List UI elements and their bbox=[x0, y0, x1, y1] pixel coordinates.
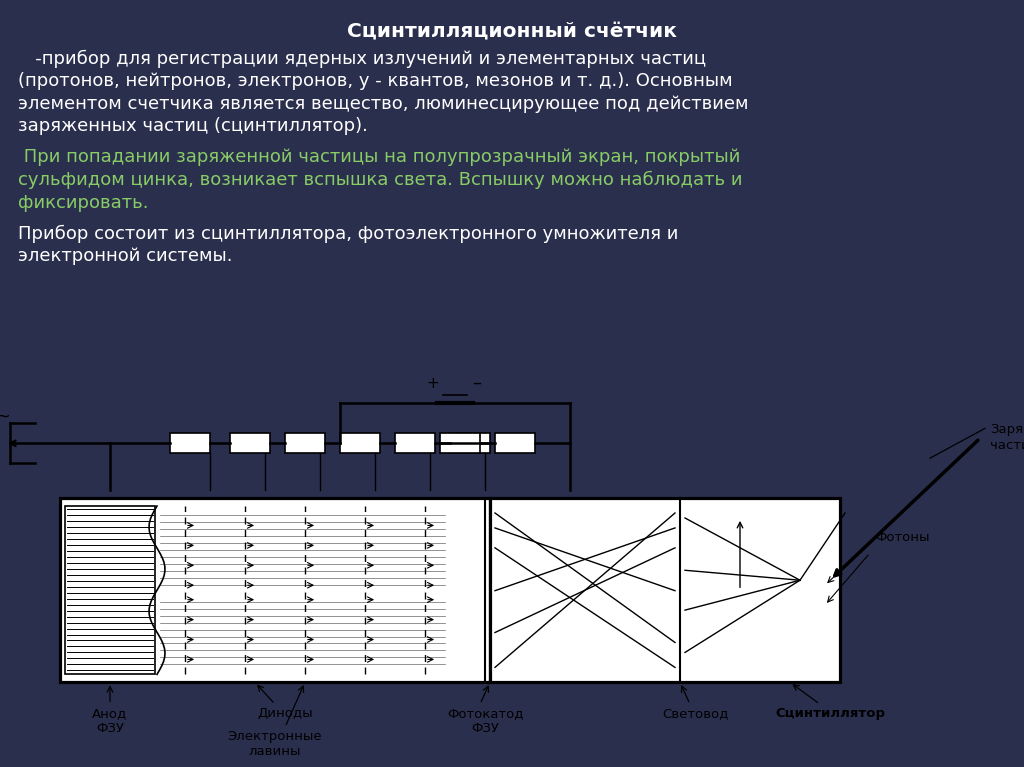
Text: Прибор состоит из сцинтиллятора, фотоэлектронного умножителя и: Прибор состоит из сцинтиллятора, фотоэле… bbox=[18, 225, 678, 242]
Text: –: – bbox=[472, 374, 481, 391]
Text: Сцинтиллятор: Сцинтиллятор bbox=[775, 707, 885, 720]
Bar bbox=[285, 433, 325, 453]
Text: При попадании заряженной частицы на полупрозрачный экран, покрытый: При попадании заряженной частицы на полу… bbox=[18, 148, 740, 166]
Text: -прибор для регистрации ядерных излучений и элементарных частиц: -прибор для регистрации ядерных излучени… bbox=[18, 49, 707, 67]
Bar bbox=[450, 433, 490, 453]
Text: сульфидом цинка, возникает вспышка света. Вспышку можно наблюдать и: сульфидом цинка, возникает вспышка света… bbox=[18, 171, 742, 189]
Text: электронной системы.: электронной системы. bbox=[18, 247, 232, 265]
Text: фиксировать.: фиксировать. bbox=[18, 193, 148, 212]
Text: Фотоны: Фотоны bbox=[874, 532, 930, 545]
Bar bbox=[65, 506, 155, 674]
Bar bbox=[230, 433, 270, 453]
Text: ~: ~ bbox=[0, 407, 10, 426]
Text: Фотокатод
ФЗУ: Фотокатод ФЗУ bbox=[446, 707, 523, 736]
Bar bbox=[490, 498, 840, 683]
Text: Анод
ФЗУ: Анод ФЗУ bbox=[92, 707, 128, 736]
Bar bbox=[340, 433, 380, 453]
Text: заряженных частиц (сцинтиллятор).: заряженных частиц (сцинтиллятор). bbox=[18, 117, 368, 135]
Text: Диноды: Диноды bbox=[257, 707, 312, 720]
Text: +: + bbox=[427, 377, 439, 391]
Bar bbox=[170, 433, 210, 453]
Text: Сцинтилляционный счётчик: Сцинтилляционный счётчик bbox=[347, 23, 677, 41]
Bar bbox=[60, 498, 490, 683]
Text: (протонов, нейтронов, электронов, у - квантов, мезонов и т. д.). Основным: (протонов, нейтронов, электронов, у - кв… bbox=[18, 72, 732, 90]
Bar bbox=[395, 433, 435, 453]
Text: элементом счетчика является вещество, люминесцирующее под действием: элементом счетчика является вещество, лю… bbox=[18, 94, 749, 113]
Bar bbox=[440, 433, 480, 453]
Text: Заряженная
частица: Заряженная частица bbox=[990, 423, 1024, 451]
Text: Световод: Световод bbox=[662, 707, 728, 720]
Bar bbox=[495, 433, 535, 453]
Text: Электронные
лавины: Электронные лавины bbox=[227, 730, 323, 758]
